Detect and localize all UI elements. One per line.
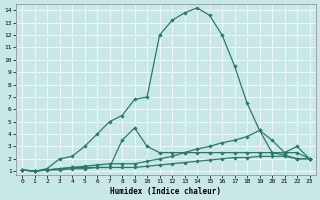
X-axis label: Humidex (Indice chaleur): Humidex (Indice chaleur) bbox=[110, 187, 221, 196]
